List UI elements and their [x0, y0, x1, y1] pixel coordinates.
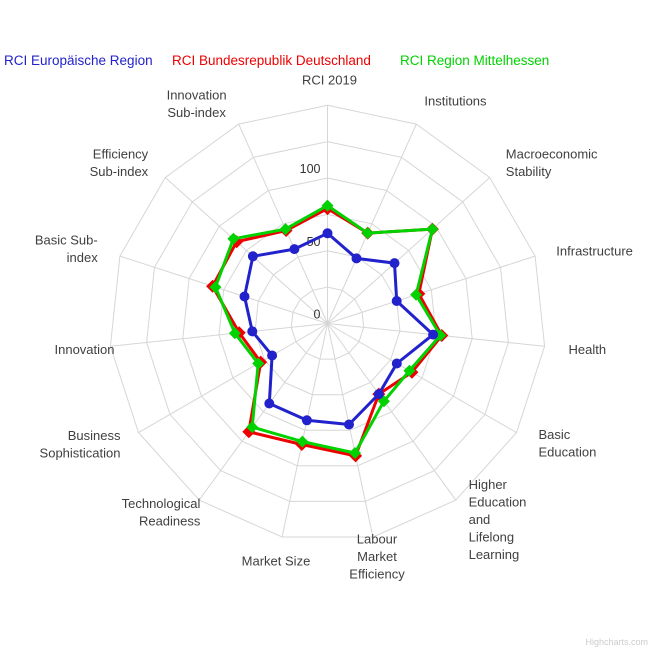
axis-spoke — [238, 123, 328, 324]
category-label: Basic Education — [539, 427, 597, 460]
axis-spoke — [164, 177, 328, 324]
data-point-marker[interactable] — [403, 364, 416, 377]
category-label: Efficiency Sub-index — [90, 146, 149, 179]
data-point-marker[interactable] — [252, 357, 265, 370]
data-point-marker[interactable] — [428, 329, 439, 340]
category-label: Macroeconomic Stability — [506, 146, 598, 179]
data-point-marker[interactable] — [389, 258, 400, 269]
data-point-marker[interactable] — [247, 251, 258, 262]
axis-spoke — [327, 123, 417, 324]
data-point-marker[interactable] — [391, 296, 402, 306]
series-line — [213, 204, 442, 455]
data-point-marker[interactable] — [296, 435, 309, 448]
data-point-marker[interactable] — [279, 223, 292, 236]
category-label: Basic Sub-index — [35, 232, 98, 265]
axis-spoke — [281, 323, 328, 538]
data-point-marker[interactable] — [239, 291, 250, 302]
axis-spoke — [327, 177, 491, 324]
grid-ring — [146, 141, 509, 502]
data-point-marker[interactable] — [349, 447, 361, 459]
data-point-marker[interactable] — [246, 421, 259, 434]
radar-grid — [109, 104, 546, 538]
category-label: RCI 2019 — [302, 72, 357, 87]
category-label: Infrastructure — [556, 243, 633, 258]
data-point-marker[interactable] — [321, 199, 334, 212]
data-point-marker[interactable] — [301, 415, 312, 426]
data-point-marker[interactable] — [264, 398, 275, 409]
data-point-marker[interactable] — [209, 281, 222, 294]
data-point-marker[interactable] — [227, 232, 240, 245]
data-point-marker[interactable] — [391, 358, 402, 369]
grid-ring — [290, 286, 365, 360]
category-label: Technological Readiness — [122, 496, 201, 529]
series-2 — [209, 199, 447, 459]
category-label: Innovation — [55, 342, 115, 357]
data-point-marker[interactable] — [247, 326, 258, 337]
data-point-marker[interactable] — [322, 228, 333, 239]
series-0 — [239, 228, 439, 430]
category-label: Labour Market Efficiency — [349, 532, 405, 582]
category-labels: RCI 2019 Institutions Macroeconomic Stabili… — [35, 72, 633, 581]
category-label: Innovation Sub-index — [167, 87, 227, 120]
grid-ring — [254, 250, 401, 396]
axis-spoke — [198, 323, 328, 501]
grid-ring — [109, 104, 546, 538]
legend-item-deutschland[interactable]: RCI Bundesrepublik Deutschland — [172, 53, 371, 68]
data-point-marker[interactable] — [410, 288, 423, 301]
data-point-marker[interactable] — [373, 389, 384, 400]
category-label: Higher Education and Lifelong Learning — [469, 477, 527, 562]
grid-ring — [218, 213, 437, 431]
legend-item-mittelhessen[interactable]: RCI Region Mittelhessen — [400, 53, 550, 68]
axis-spoke — [110, 323, 328, 347]
axis-spoke — [327, 323, 517, 434]
axis-spoke — [138, 323, 328, 434]
category-label: Market Size — [242, 554, 311, 569]
axis-spoke — [119, 255, 328, 324]
series-line — [243, 231, 435, 426]
axis-spoke — [327, 255, 536, 324]
data-point-marker[interactable] — [426, 223, 439, 236]
credits-watermark[interactable]: Highcharts.com — [585, 637, 648, 647]
category-label: Institutions — [424, 93, 487, 108]
data-point-marker[interactable] — [289, 244, 300, 255]
axis-spoke — [327, 323, 374, 538]
data-point-marker[interactable] — [351, 253, 362, 264]
data-point-marker[interactable] — [228, 327, 241, 340]
tick-label: 100 — [300, 162, 321, 176]
category-label: Business Sophistication — [40, 428, 121, 461]
tick-label: 0 — [314, 308, 321, 322]
legend-item-eu-region[interactable]: RCI Europäische Region — [4, 53, 153, 68]
data-point-marker[interactable] — [267, 350, 278, 361]
axis-spoke — [327, 323, 457, 501]
grid-ring — [182, 177, 473, 467]
category-label: Health — [569, 342, 607, 357]
data-point-marker[interactable] — [344, 419, 354, 430]
data-point-marker[interactable] — [361, 227, 374, 240]
